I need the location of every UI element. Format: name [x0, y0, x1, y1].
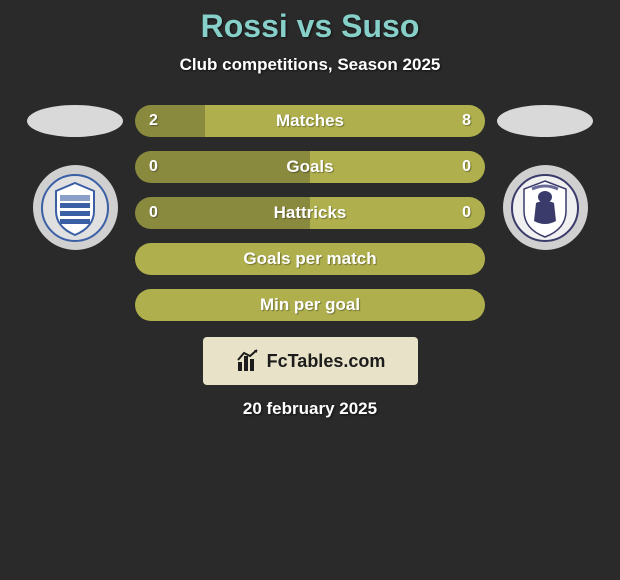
subtitle: Club competitions, Season 2025: [0, 55, 620, 75]
comparison-card: Rossi vs Suso Club competitions, Season …: [0, 0, 620, 419]
player-left-avatar: [27, 105, 123, 137]
stat-bar-left-segment: [135, 105, 205, 137]
player-right-name: Suso: [341, 8, 419, 44]
stat-bars: Matches28 Goals00 Hattricks00 Goals per mat…: [135, 105, 485, 321]
stat-bar-left-segment: [135, 197, 310, 229]
vs-separator: vs: [297, 8, 333, 44]
stat-bar: Min per goal: [135, 289, 485, 321]
comparison-body: Matches28 Goals00 Hattricks00 Goals per mat…: [0, 105, 620, 321]
brand-label: FcTables.com: [267, 351, 386, 372]
stat-bar: Goals00: [135, 151, 485, 183]
stat-bar-left-segment: [135, 289, 485, 321]
player-left-name: Rossi: [201, 8, 288, 44]
page-title: Rossi vs Suso: [0, 8, 620, 45]
stat-bar-left-segment: [135, 243, 485, 275]
stat-bar: Hattricks00: [135, 197, 485, 229]
club-right-badge: [503, 165, 588, 250]
stat-bar-right-segment: [310, 197, 485, 229]
godoy-cruz-icon: [40, 173, 110, 243]
stat-bar-right-segment: [205, 105, 485, 137]
gimnasia-lp-icon: [510, 173, 580, 243]
stat-bar: Goals per match: [135, 243, 485, 275]
player-right-avatar: [497, 105, 593, 137]
stat-bar-left-segment: [135, 151, 310, 183]
club-left-badge: [33, 165, 118, 250]
right-column: [495, 105, 595, 250]
chart-icon: [235, 348, 261, 374]
date-label: 20 february 2025: [0, 399, 620, 419]
stat-bar: Matches28: [135, 105, 485, 137]
stat-bar-right-segment: [310, 151, 485, 183]
brand-badge[interactable]: FcTables.com: [203, 337, 418, 385]
left-column: [25, 105, 125, 250]
